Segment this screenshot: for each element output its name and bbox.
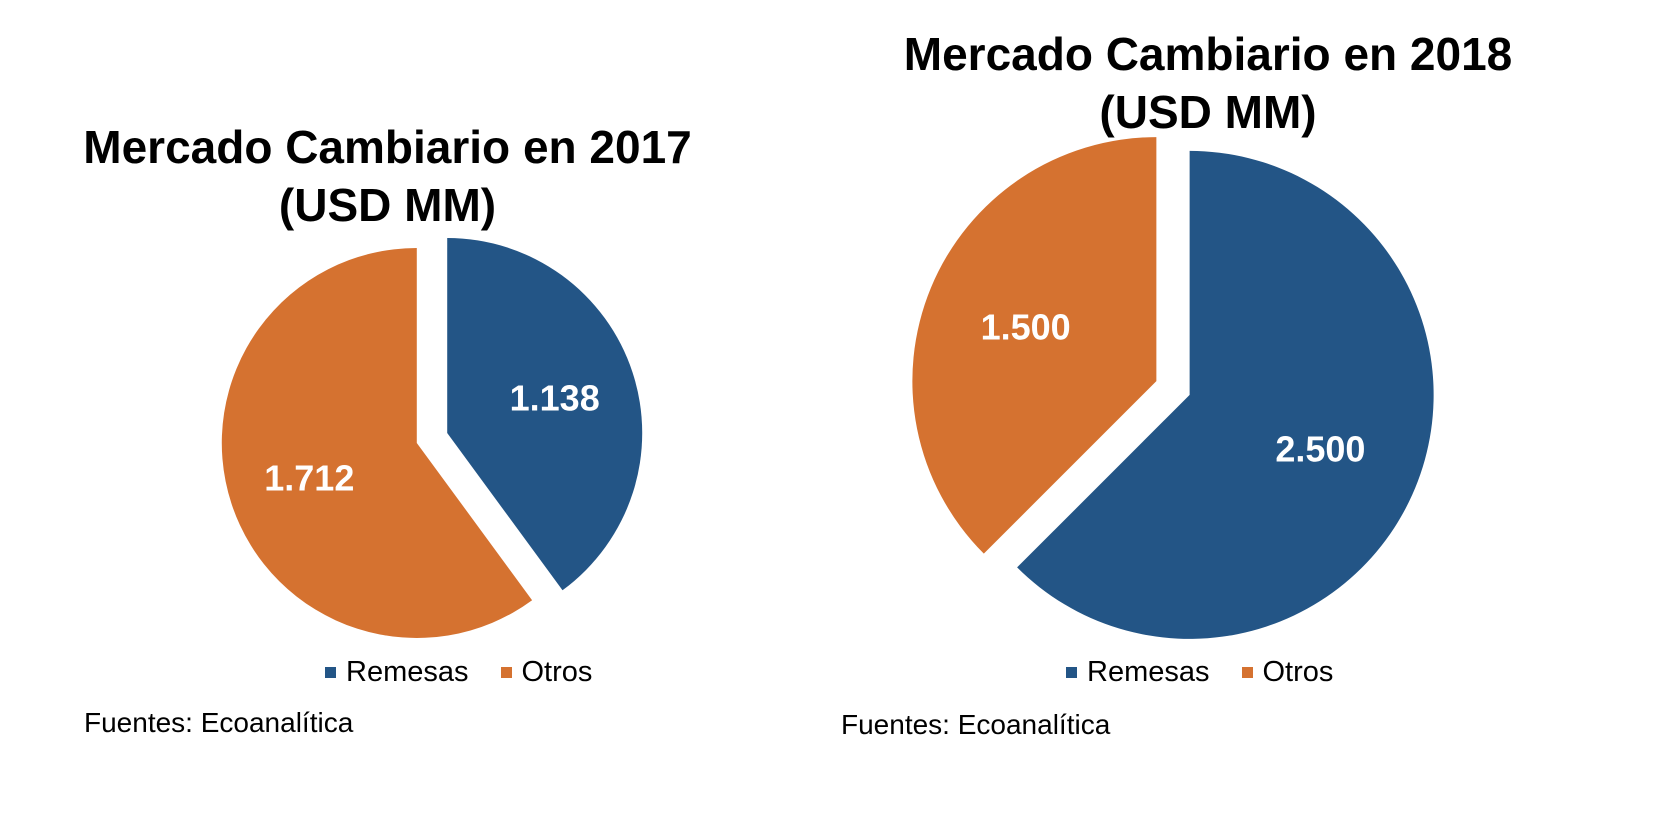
source-note: Fuentes: Ecoanalítica [84,707,354,738]
chart-panel-2017: Mercado Cambiario en 2017 (USD MM) 1.138… [40,118,735,738]
legend-swatch-remesas [325,667,336,678]
legend-label-otros: Otros [1262,656,1334,688]
data-label-otros: 1.500 [981,306,1071,347]
legend-label-remesas: Remesas [346,656,469,688]
legend-label-remesas: Remesas [1087,656,1210,688]
chart-title-line-2: (USD MM) [278,179,497,231]
chart-title: Mercado Cambiario en 2017 (USD MM) [40,118,735,234]
legend-item-remesas: Remesas [325,656,469,689]
chart-title: Mercado Cambiario en 2018 (USD MM) [863,25,1553,141]
chart-title-line-1: Mercado Cambiario en 2018 [903,28,1513,80]
data-label-remesas: 1.138 [510,377,600,418]
legend-label-otros: Otros [521,656,593,688]
legend-item-otros: Otros [500,656,593,689]
legend-item-otros: Otros [1241,656,1334,689]
pie-slice-otros [221,247,533,638]
chart-legend: Remesas Otros [1066,656,1333,689]
chart-legend: Remesas Otros [325,656,592,689]
data-label-remesas: 2.500 [1275,429,1365,470]
legend-swatch-otros [500,667,512,678]
data-label-otros: 1.712 [264,458,354,499]
pie-chart-2018: 2.500 1.500 [912,137,1434,639]
legend-swatch-remesas [1066,667,1077,678]
pie-slice-remesas [1017,150,1434,639]
chart-title-line-1: Mercado Cambiario en 2017 [83,121,692,173]
source-note: Fuentes: Ecoanalítica [841,709,1111,740]
chart-title-line-2: (USD MM) [1099,86,1317,138]
chart-panel-2018: Mercado Cambiario en 2018 (USD MM) 2.500… [833,0,1666,816]
legend-swatch-otros [1241,667,1253,678]
pie-chart-2017: 1.138 1.712 [221,238,643,638]
pie-slice-otros [912,137,1157,554]
pie-slice-remesas [447,238,643,591]
legend-item-remesas: Remesas [1066,656,1210,689]
